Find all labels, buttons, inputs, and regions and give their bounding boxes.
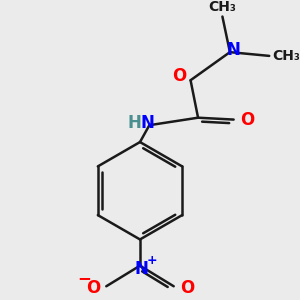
Text: −: −: [77, 269, 91, 287]
Text: +: +: [147, 254, 158, 268]
Text: CH₃: CH₃: [272, 49, 300, 63]
Text: N: N: [140, 114, 154, 132]
Text: O: O: [86, 279, 100, 297]
Text: CH₃: CH₃: [208, 0, 236, 14]
Text: O: O: [240, 111, 254, 129]
Text: N: N: [227, 41, 241, 59]
Text: O: O: [180, 279, 194, 297]
Text: N: N: [135, 260, 149, 278]
Text: O: O: [172, 68, 187, 85]
Text: H: H: [128, 114, 141, 132]
